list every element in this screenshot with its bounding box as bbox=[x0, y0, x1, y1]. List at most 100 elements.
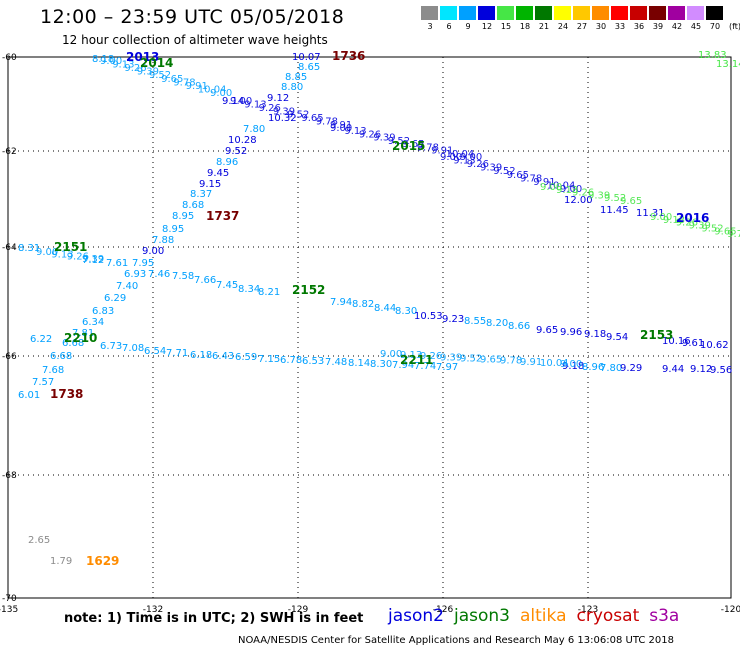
swh-value: 9.18 bbox=[562, 361, 584, 372]
lon-tick-label: -123 bbox=[578, 605, 598, 615]
lat-tick-label: -70 bbox=[2, 594, 17, 604]
swh-value: 10.07 bbox=[292, 52, 321, 63]
track-value-cluster: 9.91 bbox=[330, 120, 352, 131]
scale-swatch bbox=[592, 6, 609, 20]
track-value-cluster: 9.00 bbox=[330, 123, 352, 134]
swh-value: 8.80 bbox=[281, 82, 303, 93]
scale-label: 21 bbox=[538, 22, 550, 31]
track-value-cluster: 9.78 bbox=[316, 117, 338, 128]
swh-value: 6.53 bbox=[302, 356, 324, 367]
track-value-cluster: 9.39 bbox=[689, 221, 711, 232]
swh-value: 8.65 bbox=[298, 62, 320, 73]
track-value-cluster: 9.52 bbox=[604, 193, 626, 204]
swh-value: 7.71 bbox=[166, 348, 188, 359]
swh-value: 9.00 bbox=[142, 246, 164, 257]
scale-label: 9 bbox=[465, 22, 471, 31]
swh-value: 6.68 bbox=[62, 338, 84, 349]
scale-label: 42 bbox=[671, 22, 683, 31]
swh-value: 9.14 bbox=[222, 96, 244, 107]
track-value-cluster: 9.00 bbox=[100, 56, 122, 67]
swh-value: 8.31 bbox=[18, 243, 40, 254]
lon-tick-label: -135 bbox=[0, 605, 18, 615]
track-value-cluster: 9.26 bbox=[572, 188, 594, 199]
swh-value: 1.79 bbox=[50, 556, 72, 567]
credit-line: NOAA/NESDIS Center for Satellite Applica… bbox=[238, 635, 674, 646]
track-value-cluster: 9.00 bbox=[230, 96, 252, 107]
swh-value: 9.12 bbox=[267, 93, 289, 104]
track-value-cluster: 9.00 bbox=[460, 152, 482, 163]
track-value-cluster: 9.39 bbox=[137, 67, 159, 78]
scale-swatch bbox=[554, 6, 571, 20]
swh-value: 9.12 bbox=[690, 364, 712, 375]
track-value-cluster: 9.00 bbox=[210, 88, 232, 99]
swh-value: 7.74 bbox=[414, 361, 436, 372]
swh-value: 10.16 bbox=[662, 336, 691, 347]
scale-label: 6 bbox=[446, 22, 452, 31]
track-value-cluster: 9.00 bbox=[440, 152, 462, 163]
swh-value: 8.14 bbox=[348, 358, 370, 369]
swh-value: 7.46 bbox=[148, 269, 170, 280]
lon-tick-label: -129 bbox=[288, 605, 309, 615]
satellite-s3a: s3a bbox=[649, 606, 680, 626]
track-value-cluster: 9.78 bbox=[417, 142, 439, 153]
track-value-cluster: 9.00 bbox=[540, 182, 562, 193]
swh-value: 6.34 bbox=[82, 317, 104, 328]
swh-value: 6.01 bbox=[18, 390, 40, 401]
track-value-cluster: 9.52 bbox=[149, 70, 171, 81]
track-value-cluster: 9.26 bbox=[67, 252, 89, 263]
map-title: 12:00 – 23:59 UTC 05/05/2018 bbox=[40, 6, 345, 28]
swh-value: 6.59 bbox=[235, 352, 257, 363]
scale-label: 33 bbox=[614, 22, 626, 31]
lon-tick-label: -120 bbox=[721, 605, 740, 615]
track-value-cluster: 9.52 bbox=[701, 223, 723, 234]
track-value-cluster: 9.00 bbox=[560, 184, 582, 195]
swh-value: 6.22 bbox=[30, 334, 52, 345]
swh-value: 10.53 bbox=[414, 311, 443, 322]
swh-value: 9.96 bbox=[560, 327, 582, 338]
pass-number: 2151 bbox=[54, 240, 87, 254]
scale-swatch bbox=[497, 6, 514, 20]
track-value-cluster: 9.13 bbox=[244, 99, 266, 110]
swh-value: 6.78 bbox=[280, 355, 302, 366]
track-value-cluster: 10.04 bbox=[198, 84, 227, 95]
swh-value: 8.37 bbox=[190, 189, 212, 200]
track-value-cluster: 9.26 bbox=[420, 351, 442, 362]
swh-value: 2.65 bbox=[28, 535, 50, 546]
swh-value: 7.80 bbox=[243, 124, 265, 135]
scale-label: 18 bbox=[519, 22, 531, 31]
track-value-cluster: 9.52 bbox=[388, 136, 410, 147]
track-value-cluster: 9.39 bbox=[273, 106, 295, 117]
track-value-cluster: 9.78 bbox=[727, 229, 740, 240]
track-value-cluster: 9.78 bbox=[173, 77, 195, 88]
pass-number: 2153 bbox=[640, 328, 673, 342]
scale-swatch bbox=[611, 6, 628, 20]
swh-value: 7.45 bbox=[216, 280, 238, 291]
scale-swatch bbox=[535, 6, 552, 20]
swh-value: 7.15 bbox=[258, 354, 280, 365]
swh-value: 8.66 bbox=[508, 321, 530, 332]
swh-value: 8.21 bbox=[258, 287, 280, 298]
scale-label: 15 bbox=[500, 22, 512, 31]
swh-value: 8.68 bbox=[182, 200, 204, 211]
pass-number: 2152 bbox=[292, 283, 325, 297]
scale-unit: (ft) bbox=[728, 22, 740, 31]
swh-value: 9.23 bbox=[442, 314, 464, 325]
track-value-cluster: 9.13 bbox=[344, 126, 366, 137]
swh-value: 8.34 bbox=[238, 284, 260, 295]
track-value-cluster: 10.04 bbox=[547, 180, 576, 191]
pass-number: 2014 bbox=[140, 56, 173, 70]
swh-value: 8.18 bbox=[92, 54, 114, 65]
pass-number: 2211 bbox=[400, 353, 433, 367]
swh-value: 7.61 bbox=[106, 258, 128, 269]
swh-value: 7.97 bbox=[436, 362, 458, 373]
swh-value: 9.15 bbox=[199, 179, 221, 190]
track-value-cluster: 9.26 bbox=[124, 63, 146, 74]
track-value-cluster: 10.04 bbox=[446, 149, 475, 160]
swh-value: 8.95 bbox=[162, 224, 184, 235]
swh-value: 7.40 bbox=[116, 281, 138, 292]
pass-number: 1629 bbox=[86, 554, 119, 568]
lon-tick-label: -126 bbox=[433, 605, 454, 615]
swh-value: 7.68 bbox=[42, 365, 64, 376]
lat-tick-label: -60 bbox=[2, 53, 17, 63]
